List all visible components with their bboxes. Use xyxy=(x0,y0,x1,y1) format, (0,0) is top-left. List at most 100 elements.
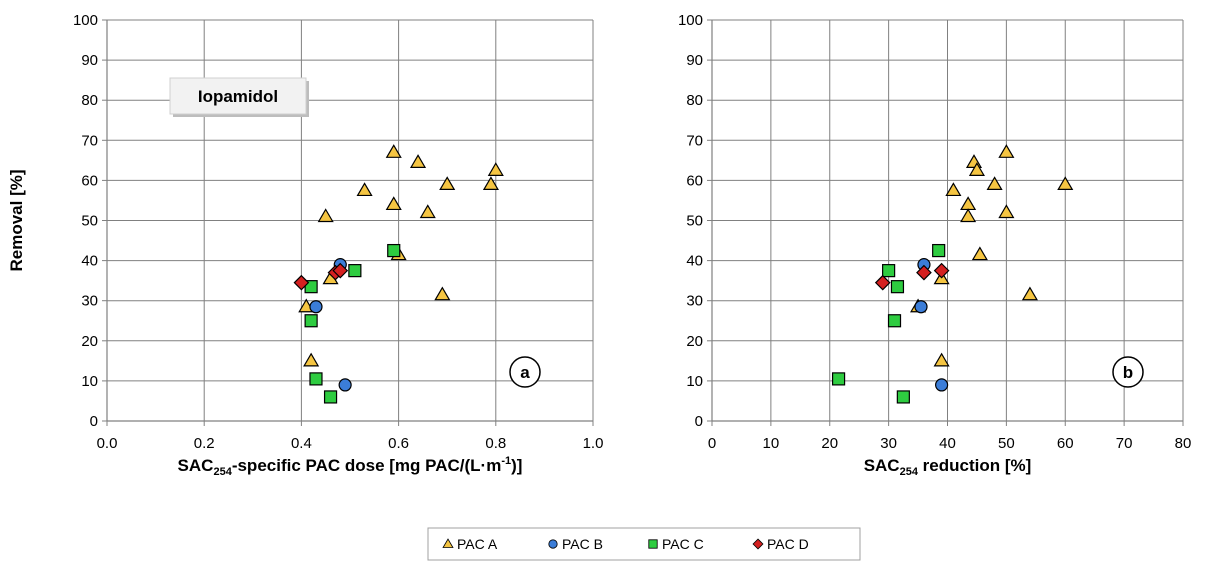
x-tick-label: 70 xyxy=(1116,435,1133,452)
data-point xyxy=(986,176,1003,191)
y-tick-label: 50 xyxy=(686,213,703,230)
data-point xyxy=(960,196,977,211)
panel-label-circle xyxy=(1112,356,1144,388)
data-point xyxy=(419,204,436,219)
legend-marker xyxy=(648,539,658,549)
x-tick-label: 30 xyxy=(880,435,897,452)
panel-label-circle xyxy=(509,356,541,388)
data-point xyxy=(945,182,962,197)
x-tick-label: 20 xyxy=(821,435,838,452)
data-point xyxy=(332,262,349,279)
legend-box xyxy=(427,527,861,561)
data-point xyxy=(338,378,352,392)
data-point xyxy=(890,280,905,294)
data-point xyxy=(317,208,334,223)
data-point xyxy=(409,154,427,168)
x-tick-label: 50 xyxy=(998,435,1015,452)
data-point xyxy=(482,176,499,191)
data-point xyxy=(439,176,456,191)
data-point xyxy=(932,243,946,258)
x-axis-label: SAC254-specific PAC dose [mg PAC/(L·m-1)… xyxy=(178,455,523,478)
data-point xyxy=(323,390,338,404)
data-point xyxy=(882,264,896,278)
legend-marker xyxy=(752,538,764,550)
x-tick-label: 10 xyxy=(763,435,780,452)
series-pac-b xyxy=(914,258,949,392)
data-point xyxy=(434,286,451,301)
y-tick-label: 70 xyxy=(81,132,98,149)
panel-label: a xyxy=(520,363,530,382)
x-axis-label: SAC254 reduction [%] xyxy=(864,456,1032,478)
y-tick-label: 0 xyxy=(695,413,703,430)
panel-label: b xyxy=(1123,363,1133,382)
legend-entry: PAC B xyxy=(562,536,603,552)
x-tick-label: 0.8 xyxy=(485,435,506,452)
data-point xyxy=(487,162,504,176)
data-point xyxy=(935,378,949,392)
legend-marker xyxy=(548,539,558,549)
legend-marker xyxy=(442,538,454,548)
y-tick-label: 30 xyxy=(81,293,98,310)
y-tick-label: 80 xyxy=(81,92,98,109)
annotation-box xyxy=(169,77,307,115)
data-point xyxy=(874,274,891,291)
legend: PAC A PAC B PAC C PAC D xyxy=(427,527,861,561)
data-point xyxy=(385,144,402,158)
data-point xyxy=(831,372,846,386)
data-point xyxy=(998,204,1015,219)
compound-annotation: Iopamidol xyxy=(198,87,278,106)
y-tick-label: 20 xyxy=(686,333,703,350)
y-tick-label: 40 xyxy=(81,253,98,270)
data-point xyxy=(293,274,310,291)
data-point xyxy=(348,264,362,278)
data-point xyxy=(385,196,402,211)
x-tick-label: 0.6 xyxy=(388,435,409,452)
data-point xyxy=(887,314,902,328)
y-tick-label: 30 xyxy=(686,293,703,310)
x-tick-label: 40 xyxy=(939,435,956,452)
data-point xyxy=(896,390,910,404)
y-tick-label: 40 xyxy=(686,253,703,270)
series-pac-a xyxy=(298,144,504,367)
x-tick-label: 60 xyxy=(1057,435,1074,452)
y-tick-label: 100 xyxy=(73,12,98,29)
data-point xyxy=(356,182,373,197)
data-point xyxy=(960,208,977,223)
data-point xyxy=(933,352,950,367)
x-tick-label: 0 xyxy=(708,435,716,452)
y-tick-label: 0 xyxy=(90,413,98,430)
data-point xyxy=(998,144,1015,158)
y-tick-label: 70 xyxy=(686,132,703,149)
legend-entry: PAC A xyxy=(457,536,498,552)
y-tick-label: 50 xyxy=(81,213,98,230)
series-pac-d xyxy=(293,262,349,291)
data-point xyxy=(914,300,928,314)
panel-b: 0 10 20 30 40 50 60 70 80 90 100 0 10 20 30 40 50 60 70 80 S… xyxy=(678,12,1191,478)
data-point xyxy=(916,264,932,281)
data-point xyxy=(933,262,950,279)
series-pac-d xyxy=(874,262,950,291)
x-tick-label: 0.2 xyxy=(194,435,215,452)
x-tick-label: 0.4 xyxy=(291,435,312,452)
y-tick-label: 80 xyxy=(686,92,703,109)
data-point xyxy=(1021,286,1038,301)
y-tick-label: 60 xyxy=(686,172,703,189)
data-point xyxy=(309,372,323,386)
legend-entry: PAC C xyxy=(662,536,704,552)
y-tick-label: 10 xyxy=(686,373,703,390)
data-point xyxy=(309,300,323,314)
panel-a: 0 10 20 30 40 50 60 70 80 90 100 0.0 0.2 0.4 0.6 0.8 1.0… xyxy=(7,12,603,478)
x-tick-label: 80 xyxy=(1175,435,1192,452)
y-tick-label: 90 xyxy=(81,52,98,69)
legend-entry: PAC D xyxy=(767,536,809,552)
data-point xyxy=(968,162,985,176)
data-point xyxy=(304,314,318,328)
y-tick-label: 90 xyxy=(686,52,703,69)
y-tick-label: 60 xyxy=(81,172,98,189)
data-point xyxy=(971,246,988,261)
data-point xyxy=(1057,176,1074,191)
data-point xyxy=(303,352,320,367)
y-tick-label: 20 xyxy=(81,333,98,350)
y-axis-label: Removal [%] xyxy=(7,169,26,271)
